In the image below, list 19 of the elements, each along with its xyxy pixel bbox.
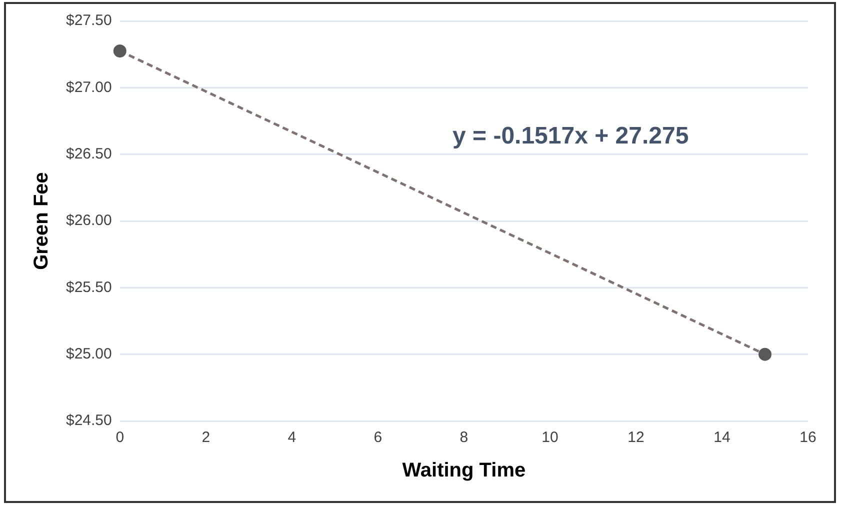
x-tick-label: 16 [800,429,816,446]
y-tick-label: $26.00 [66,212,112,230]
x-tick-label: 6 [374,429,382,446]
x-tick-label: 0 [116,429,124,446]
y-tick-label: $27.50 [66,12,112,30]
y-tick-label: $24.50 [66,412,112,430]
annotation: y = -0.1517x + 27.275 [452,122,689,150]
x-tick-label: 8 [460,429,468,446]
x-tick-label: 4 [288,429,296,446]
y-tick-label: $25.00 [66,345,112,362]
y-tick-label: $27.00 [66,78,112,96]
y-tick-label: $26.50 [66,145,112,162]
x-tick-label: 10 [542,429,558,446]
y-tick-label: $25.50 [66,278,112,296]
y-axis-title: Green Fee [30,172,53,270]
x-tick-label: 14 [714,429,730,446]
x-tick-label: 12 [628,429,644,446]
x-tick-label: 2 [202,429,210,446]
x-axis-title: Waiting Time [402,460,526,482]
